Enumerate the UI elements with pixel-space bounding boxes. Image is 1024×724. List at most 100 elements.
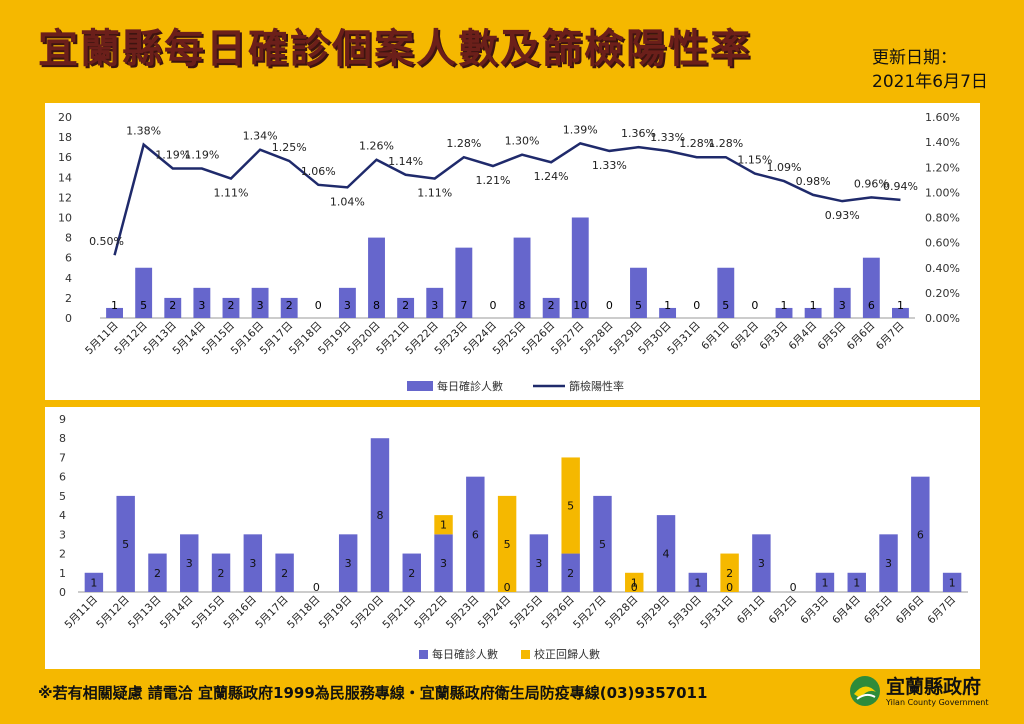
x-tick-label: 5月19日 (317, 594, 355, 632)
top-chart: 024681012141618200.00%0.20%0.40%0.60%0.8… (58, 111, 960, 393)
y-tick-label: 4 (59, 509, 66, 522)
rate-label: 1.26% (359, 140, 394, 153)
y2-tick-label: 0.60% (925, 237, 960, 250)
footer-contact: ※若有相關疑慮 請電洽 宜蘭縣政府1999為民服務專線・宜蘭縣政府衛生局防疫專線… (38, 684, 708, 702)
rate-label: 1.19% (184, 149, 219, 162)
rate-label: 1.39% (563, 123, 598, 136)
y-tick-label: 7 (59, 451, 66, 464)
legend-backlog-label: 校正回歸人數 (534, 647, 600, 661)
bar (804, 307, 822, 318)
bar-value-label: 1 (821, 576, 828, 589)
x-tick-label: 5月26日 (539, 594, 577, 632)
bar-value-label: 2 (402, 299, 409, 312)
bar-value-label: 3 (758, 557, 765, 570)
top-chart-panel: 0 2 4 6 8 10 12 14 16 18 20 0.00% 0.20% 0.40% 0.60% 0.8… (45, 103, 980, 400)
bar-confirmed (370, 438, 390, 592)
bar-value-label: 0 (631, 581, 638, 594)
bar-value-label: 6 (472, 528, 479, 541)
bar (775, 307, 793, 318)
bar-value-label: 3 (839, 299, 846, 312)
bar-value-label: 3 (198, 299, 205, 312)
bar-value-label: 10 (573, 299, 587, 312)
bar-confirmed (434, 534, 453, 592)
bar-confirmed (593, 495, 612, 592)
logo-emblem-icon (850, 676, 880, 706)
y2-tick-label: 1.20% (925, 161, 960, 174)
rate-label: 1.34% (243, 130, 278, 143)
x-tick-label: 6月3日 (757, 320, 790, 353)
bar-value-label: 1 (949, 576, 956, 589)
bar-backlog-label: 1 (631, 576, 638, 589)
bar (193, 287, 211, 318)
bar-backlog-label: 1 (440, 519, 447, 532)
rate-label: 1.19% (155, 149, 190, 162)
x-tick-label: 5月31日 (665, 320, 703, 358)
bar-backlog (497, 495, 517, 592)
bar-value-label: 5 (599, 538, 606, 551)
x-tick-label: 5月25日 (508, 594, 546, 632)
rate-label: 1.36% (621, 127, 656, 140)
y2-tick-label: 0.40% (925, 262, 960, 275)
x-tick-label: 5月17日 (253, 594, 291, 632)
bar-backlog (720, 553, 739, 592)
rate-label: 1.11% (417, 187, 452, 200)
bar (542, 297, 560, 318)
x-tick-label: 6月1日 (735, 594, 768, 627)
bar-value-label: 3 (885, 557, 892, 570)
bar-value-label: 0 (726, 581, 733, 594)
bar-confirmed (529, 534, 549, 592)
bar (106, 307, 123, 318)
rate-label: 1.38% (126, 125, 161, 138)
bar (892, 307, 909, 318)
y-tick-label: 4 (65, 272, 72, 285)
y-tick-label: 6 (59, 471, 66, 484)
y-tick-label: 8 (65, 232, 72, 245)
bar-value-label: 1 (694, 576, 701, 589)
bar-backlog (561, 457, 580, 554)
bar-value-label: 3 (186, 557, 193, 570)
bar-value-label: 3 (345, 557, 352, 570)
rate-label: 0.96% (854, 177, 889, 190)
positivity-line (113, 142, 901, 256)
bar-value-label: 2 (281, 567, 288, 580)
bar-confirmed (402, 553, 421, 592)
rate-label: 0.98% (796, 175, 831, 188)
bar-value-label: 1 (781, 299, 788, 312)
logo-name: 宜蘭縣政府 (886, 676, 982, 698)
bar-confirmed (942, 572, 962, 592)
bar (630, 267, 647, 318)
rate-label: 1.30% (505, 135, 540, 148)
x-tick-label: 5月14日 (158, 594, 196, 632)
x-tick-label: 5月29日 (635, 594, 673, 632)
rate-label: 1.09% (767, 161, 802, 174)
bar (251, 287, 269, 318)
rate-label: 1.33% (592, 159, 627, 172)
bar-backlog-label: 5 (504, 538, 511, 551)
bar-confirmed (911, 476, 930, 592)
bar (455, 247, 473, 318)
bar-value-label: 0 (489, 299, 496, 312)
rate-label: 1.04% (330, 195, 365, 208)
rate-label: 0.93% (825, 209, 860, 222)
rate-label: 0.94% (883, 180, 918, 193)
bar-value-label: 0 (693, 299, 700, 312)
bar (426, 287, 444, 318)
legend-bar-label: 每日確診人數 (437, 379, 503, 393)
bar-value-label: 2 (548, 299, 555, 312)
bar-value-label: 6 (868, 299, 875, 312)
bar-value-label: 8 (519, 299, 526, 312)
bar (717, 267, 735, 318)
y-tick-label: 20 (58, 111, 72, 124)
rate-label: 1.24% (534, 170, 569, 183)
rate-label: 1.15% (737, 154, 772, 167)
bar-confirmed (148, 553, 167, 592)
y-tick-label: 6 (65, 252, 72, 265)
y-tick-label: 2 (59, 548, 66, 561)
bar-value-label: 4 (663, 548, 670, 561)
bar-confirmed (180, 534, 199, 592)
x-tick-label: 5月22日 (412, 594, 450, 632)
bar-value-label: 1 (810, 299, 817, 312)
bar-confirmed (879, 534, 898, 592)
